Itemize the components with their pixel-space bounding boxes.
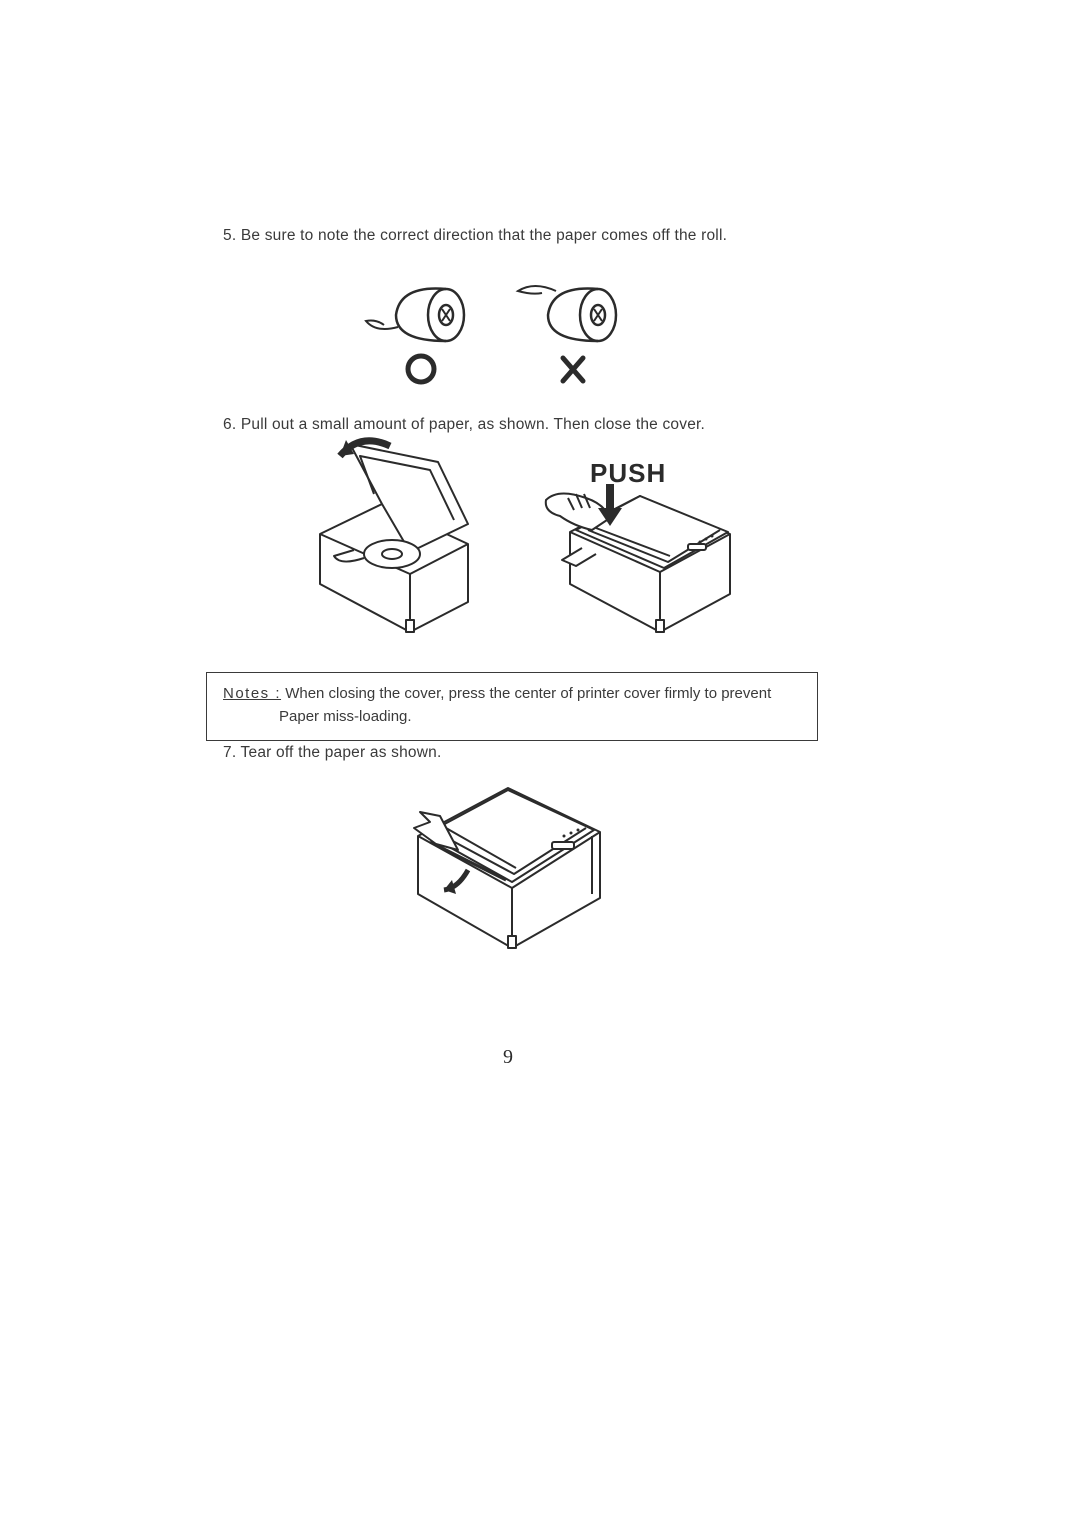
notes-line1: When closing the cover, press the center… [281, 685, 771, 702]
step-7-text: 7. Tear off the paper as shown. [223, 742, 441, 764]
notes-label: Notes : [223, 685, 281, 702]
figure-tear-paper [396, 772, 626, 962]
figure-close-cover: PUSH [290, 434, 810, 664]
step-5-text: 5. Be sure to note the correct direction… [223, 225, 727, 247]
incorrect-mark-icon [563, 358, 583, 381]
step-6-text: 6. Pull out a small amount of paper, as … [223, 414, 705, 436]
correct-mark-icon [408, 356, 434, 382]
notes-box: Notes : When closing the cover, press th… [206, 672, 818, 741]
page-number: 9 [503, 1046, 513, 1069]
notes-line2: Paper miss-loading. [223, 706, 801, 729]
push-label: PUSH [590, 458, 666, 488]
figure-roll-direction [356, 275, 672, 387]
